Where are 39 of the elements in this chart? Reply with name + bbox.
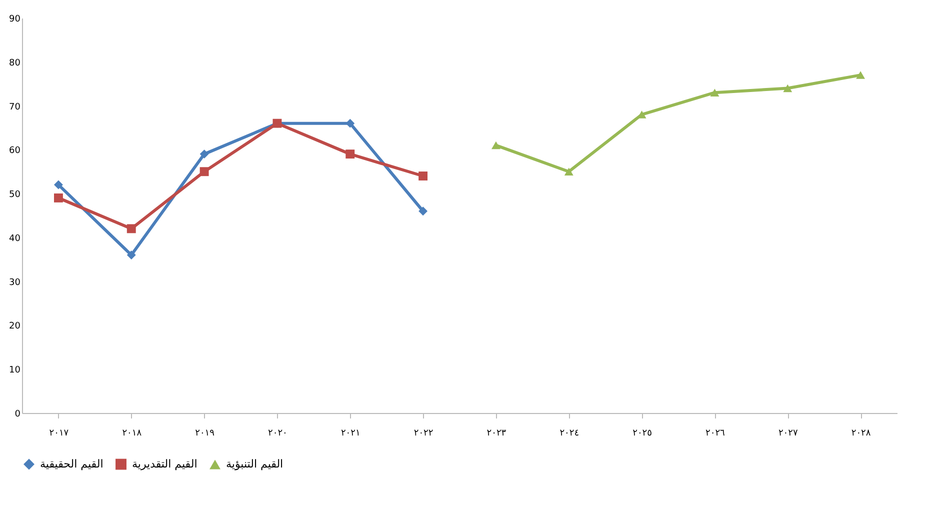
legend-label: القيم التنبؤية [226,458,284,470]
x-tick-label: ٢٠٢٤ [560,428,580,438]
point [200,167,209,176]
y-tick-label: 30 [9,278,21,288]
point [346,150,355,159]
point [126,250,136,260]
y-tick-label: 50 [9,190,21,200]
x-tick-label: ٢٠١٨ [122,428,142,438]
point [783,84,792,92]
y-tick-label: 0 [14,410,21,420]
y-tick-label: 40 [9,234,21,244]
point [491,141,500,150]
x-tick-label: ٢٠٢٣ [486,428,506,438]
x-tick-label: ٢٠٢٢ [414,428,434,438]
point [54,180,63,190]
x-tick-label: ٢٠٢٦ [706,428,726,438]
point [564,168,574,176]
y-tick-label: 10 [9,366,21,376]
y-tick-label: 60 [9,146,21,156]
legend-label: القيم التقديرية [132,457,198,470]
x-tick-label: ٢٠١٧ [49,428,69,438]
x-tick-label: ٢٠٢٨ [851,428,871,438]
y-tick-label: 70 [9,102,21,112]
point [200,150,209,159]
point [856,71,866,79]
point [710,88,720,96]
point [54,193,63,202]
point [126,224,136,234]
legend-label: القيم الحقيقية [40,457,104,470]
x-tick-label: ٢٠٢٠ [268,428,288,438]
x-tick-label: ٢٠١٩ [195,428,215,438]
y-tick-label: 20 [9,322,21,332]
x-tick-label: ٢٠٢١ [340,428,360,438]
point [418,172,428,180]
x-tick-label: ٢٠٢٥ [632,428,652,438]
x-tick-label: ٢٠٢٧ [778,428,798,438]
point [418,206,428,216]
y-tick-label: 90 [9,14,21,24]
y-tick-label: 80 [9,58,21,68]
